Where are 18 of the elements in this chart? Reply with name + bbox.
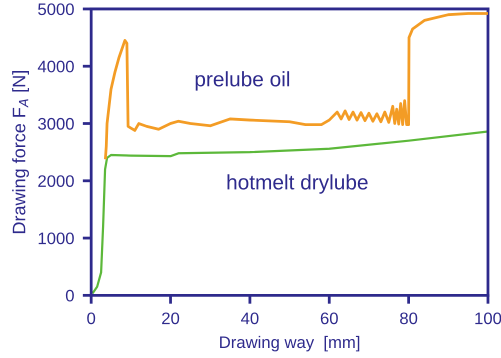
y-tick-label: 2000 — [38, 175, 74, 187]
y-tick-label: 1000 — [38, 232, 74, 244]
line-series — [92, 130, 488, 294]
y-tick-label: 0 — [66, 290, 74, 302]
x-tick-label: 20 — [162, 312, 180, 324]
x-axis-title: Drawing way [mm] — [220, 336, 360, 352]
x-tick-label: 40 — [241, 312, 259, 324]
x-tick-label: 80 — [400, 312, 418, 324]
x-tick-label: 100 — [475, 312, 501, 324]
y-tick-label: 4000 — [38, 60, 74, 72]
x-tick-label: 0 — [87, 312, 96, 324]
line-series — [104, 12, 488, 160]
y-tick-label: 3000 — [38, 118, 74, 130]
y-axis-title: Drawing force F$_{A}$ [N] — [12, 71, 29, 234]
y-tick-label: 5000 — [38, 3, 74, 16]
series-label: hotmelt drylube — [228, 174, 368, 194]
x-tick-label: 60 — [320, 312, 338, 324]
series-label: prelube oil — [196, 71, 290, 91]
